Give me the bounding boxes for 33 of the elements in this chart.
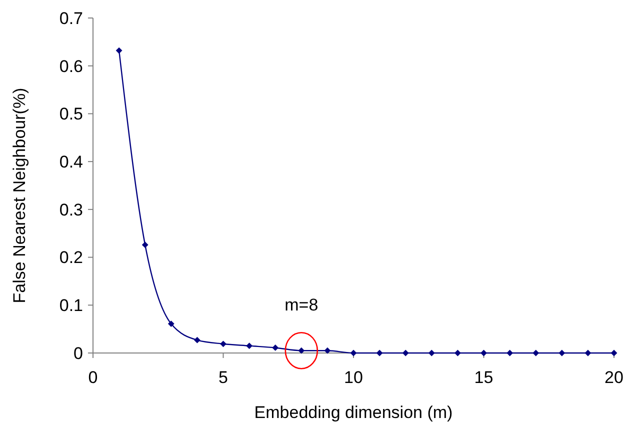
annotation: m=8 [284,296,318,315]
x-tick-label: 0 [88,368,98,387]
point [324,347,331,354]
point [220,340,226,348]
point [454,350,461,356]
point [428,350,435,356]
point [116,47,122,54]
point [350,350,357,356]
point [168,320,174,328]
x-tick-label: 15 [474,368,494,387]
point [272,344,279,351]
point [142,242,148,248]
y-tick-label: 0 [74,344,83,363]
point [376,350,383,356]
y-tick-label: 0.3 [59,200,83,220]
y-tick-label: 0.2 [59,248,83,268]
x-tick-label: 10 [344,368,363,387]
point [194,336,200,344]
x-tick-label: 20 [604,368,624,387]
point [584,350,592,356]
x-tick-label: 5 [218,368,228,387]
y-tick-label: 0.1 [59,296,83,316]
point [506,350,513,356]
point [558,350,566,356]
y-tick-label: 0.4 [59,152,83,172]
x-axis-title: Embedding dimension (m) [254,403,453,422]
y-tick-label: 0.5 [59,104,83,124]
y-tick-label: 0.7 [59,8,83,28]
y-axis-title: False Nearest Neighbour(%) [10,88,29,304]
y-tick-label: 0.6 [59,56,83,76]
point [246,342,252,350]
point [402,350,409,356]
point [532,350,540,356]
